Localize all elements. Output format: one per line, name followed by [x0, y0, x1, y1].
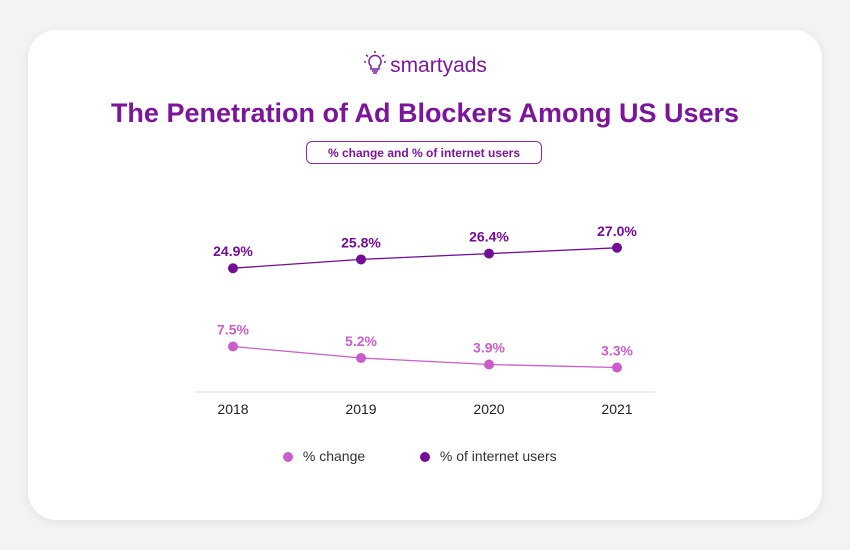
data-label: 3.9%	[473, 340, 505, 356]
chart-card	[28, 30, 822, 520]
x-tick-label: 2021	[601, 401, 632, 417]
logo: smartyads	[0, 50, 850, 78]
data-label: 7.5%	[217, 322, 249, 338]
data-label: 24.9%	[213, 243, 253, 259]
legend-item-change: % change	[283, 448, 365, 464]
data-label: 3.3%	[601, 343, 633, 359]
chart-subtitle: % change and % of internet users	[306, 141, 542, 164]
data-point	[484, 248, 494, 259]
data-point	[484, 359, 494, 370]
legend-label: % change	[302, 448, 366, 464]
data-label: 25.8%	[341, 234, 381, 250]
x-tick-label: 2019	[345, 401, 376, 417]
legend-dot-icon	[283, 452, 293, 462]
logo-text: smartyads	[390, 54, 487, 77]
series-line	[232, 345, 618, 369]
legend-label: % of internet users	[439, 448, 557, 464]
series-line	[232, 247, 618, 269]
chart-title: The Penetration of Ad Blockers Among US …	[110, 98, 740, 128]
legend-dot-icon	[420, 452, 430, 462]
data-point	[356, 353, 366, 363]
data-point	[356, 254, 366, 265]
data-point	[612, 242, 622, 253]
x-tick-label: 2020	[473, 401, 504, 417]
data-label: 26.4%	[469, 229, 509, 245]
lightbulb-icon	[364, 51, 387, 74]
data-label: 5.2%	[345, 333, 377, 349]
data-label: 27.0%	[597, 223, 637, 239]
legend-item-internet-users: % of internet users	[420, 448, 557, 464]
data-point	[228, 341, 238, 352]
data-point	[228, 263, 238, 274]
x-tick-label: 2018	[217, 401, 248, 417]
data-point	[612, 362, 622, 373]
